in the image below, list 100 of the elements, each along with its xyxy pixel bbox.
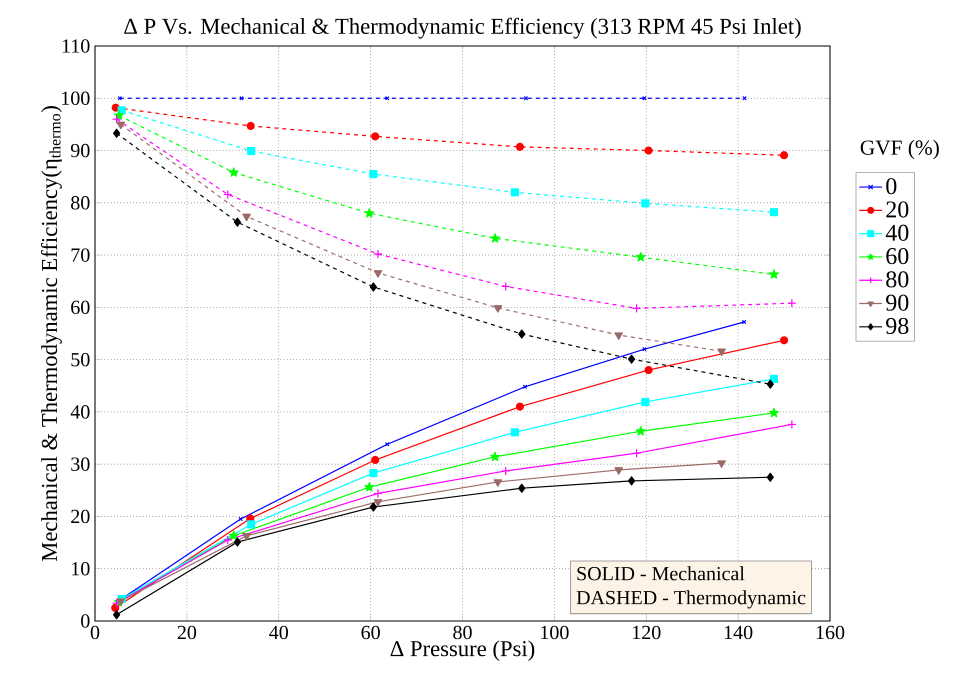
point <box>717 460 726 468</box>
y-tick-label: 90 <box>70 144 90 158</box>
point <box>369 170 378 178</box>
x-tick-label: 80 <box>453 626 472 640</box>
point <box>518 329 526 339</box>
y-tick-label: 70 <box>72 248 90 262</box>
point <box>228 167 239 177</box>
point <box>246 122 255 130</box>
point <box>510 188 519 196</box>
point <box>641 398 650 406</box>
point <box>636 252 646 262</box>
point <box>522 384 528 390</box>
chart-title: Δ P Vs. Mechanical & Thermodynamic Efficiency (313 RPM 45 Psi Inlet) <box>124 18 801 39</box>
point <box>239 96 244 101</box>
point <box>238 516 243 522</box>
point <box>516 142 524 151</box>
legend-title: GVF (%) <box>860 140 939 160</box>
point <box>116 122 126 130</box>
point <box>490 452 500 462</box>
y-tick-label: 80 <box>71 196 90 210</box>
point <box>490 233 500 243</box>
point <box>642 96 647 101</box>
annotation: DASHED - Thermodynamic <box>576 590 806 608</box>
point <box>742 96 747 101</box>
point <box>116 598 126 606</box>
point <box>373 249 383 259</box>
point <box>370 282 377 292</box>
y-tick-label: 20 <box>71 510 90 524</box>
point <box>112 114 122 124</box>
point <box>384 442 390 447</box>
x-tick-label: 20 <box>178 626 196 640</box>
point <box>510 428 519 436</box>
point <box>641 199 650 208</box>
point <box>369 468 378 478</box>
point <box>632 304 642 313</box>
point <box>769 408 779 418</box>
point <box>632 448 642 458</box>
point <box>242 533 251 541</box>
point <box>642 346 647 352</box>
legend-label: 60 <box>886 248 908 264</box>
legend-label: 80 <box>886 271 908 288</box>
point <box>518 484 526 493</box>
x-tick-label: 160 <box>816 626 844 640</box>
point <box>364 208 374 218</box>
x-axis-title: Δ Pressure (Psi) <box>390 640 534 661</box>
point <box>223 535 232 545</box>
x-tick-label: 120 <box>633 626 660 640</box>
point <box>780 336 788 344</box>
point <box>628 476 636 486</box>
point <box>247 520 256 528</box>
legend-label: 40 <box>886 224 908 241</box>
point <box>501 282 510 292</box>
point <box>373 488 383 498</box>
point <box>112 128 120 138</box>
legend-label: 0 <box>886 178 896 194</box>
point <box>112 610 120 620</box>
x-tick-label: 0 <box>90 626 100 640</box>
point <box>118 96 122 101</box>
point <box>374 270 382 278</box>
point <box>374 499 382 507</box>
point <box>242 214 251 222</box>
y-tick-label: 60 <box>71 300 90 314</box>
point <box>234 218 242 227</box>
point <box>769 269 779 279</box>
point <box>787 298 796 308</box>
x-tick-label: 40 <box>269 626 288 640</box>
point <box>516 402 524 411</box>
x-tick-label: 60 <box>361 626 380 640</box>
point <box>524 96 528 101</box>
legend-label: 90 <box>886 294 908 311</box>
annotation: SOLID - Mechanical <box>577 566 744 580</box>
legend-label: 20 <box>886 201 908 218</box>
point <box>644 146 653 155</box>
point <box>494 479 502 487</box>
y-tick-label: 110 <box>62 39 90 53</box>
x-tick-label: 100 <box>541 626 569 640</box>
point <box>364 482 374 492</box>
point <box>228 530 239 540</box>
y-tick-label: 50 <box>71 352 90 366</box>
point <box>234 537 242 547</box>
point <box>644 366 653 374</box>
point <box>384 96 390 101</box>
x-tick-label: 140 <box>724 626 752 640</box>
point <box>501 466 510 476</box>
point <box>770 208 778 216</box>
point <box>371 132 380 140</box>
point <box>223 190 232 200</box>
legend-label: 98 <box>886 318 908 334</box>
point <box>766 472 774 482</box>
point <box>614 467 623 475</box>
y-tick-label: 10 <box>72 562 90 576</box>
point <box>636 426 646 436</box>
y-tick-label: 30 <box>71 457 90 471</box>
y-tick-label: 40 <box>70 405 90 419</box>
point <box>780 151 788 160</box>
point <box>787 420 796 430</box>
point <box>614 332 623 340</box>
point <box>494 305 502 313</box>
y-tick-label: 100 <box>62 92 90 105</box>
y-tick-label: 0 <box>81 614 90 628</box>
